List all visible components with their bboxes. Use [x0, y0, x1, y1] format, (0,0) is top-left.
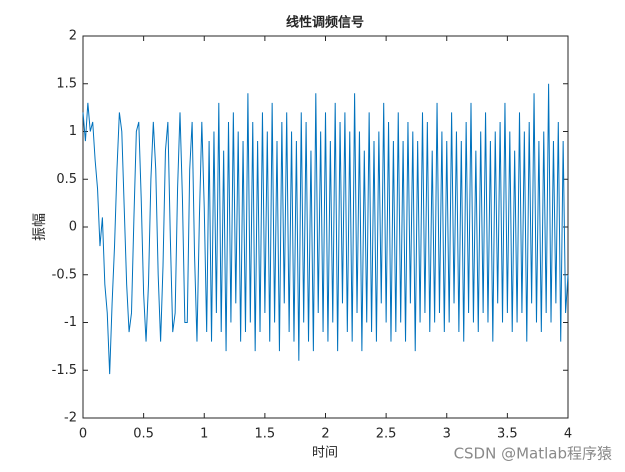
x-tick-label: 2	[321, 427, 329, 442]
y-tick-label: 1.5	[56, 76, 77, 91]
x-tick-label: 4	[564, 427, 572, 442]
x-tick-label: 3	[443, 427, 451, 442]
x-tick-label: 1	[200, 427, 208, 442]
y-tick-label: -0.5	[52, 267, 77, 282]
y-tick-label: 0.5	[56, 172, 77, 187]
x-axis-label: 时间	[312, 446, 338, 461]
x-tick-label: 3.5	[497, 427, 518, 442]
y-tick-label: -1	[64, 315, 77, 330]
y-tick-label: -2	[64, 411, 77, 426]
y-axis-label: 振幅	[32, 213, 48, 241]
y-tick-label: -1.5	[52, 363, 77, 378]
watermark: CSDN @Matlab程序猿	[454, 445, 612, 463]
x-tick-label: 2.5	[376, 427, 397, 442]
x-tick-label: 0.5	[133, 427, 154, 442]
x-tick-label: 0	[79, 427, 87, 442]
plot-area	[82, 35, 569, 419]
chart-title: 线性调频信号	[286, 15, 364, 31]
y-tick-label: 2	[69, 29, 77, 44]
line-series	[82, 83, 569, 375]
y-tick-label: 0	[69, 220, 77, 235]
y-tick-label: 1	[69, 124, 77, 139]
x-tick-label: 1.5	[255, 427, 276, 442]
